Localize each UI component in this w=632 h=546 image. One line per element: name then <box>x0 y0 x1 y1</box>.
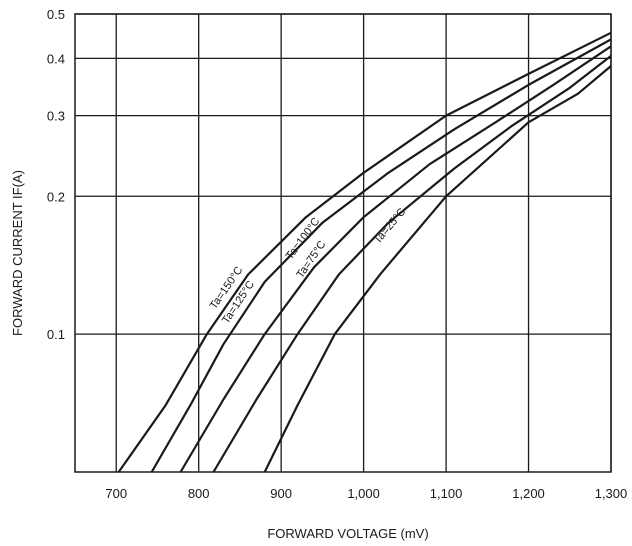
y-axis-title: FORWARD CURRENT IF(A) <box>10 170 25 336</box>
x-tick-label: 1,100 <box>430 486 463 501</box>
y-tick-label: 0.3 <box>47 109 65 124</box>
y-tick-label: 0.5 <box>47 7 65 22</box>
x-axis-title: FORWARD VOLTAGE (mV) <box>267 526 428 541</box>
series-line <box>179 45 612 473</box>
y-tick-label: 0.1 <box>47 327 65 342</box>
y-tick-label: 0.2 <box>47 189 65 204</box>
x-tick-label: 900 <box>270 486 292 501</box>
plot-frame <box>74 13 612 473</box>
x-tick-label: 1,200 <box>512 486 545 501</box>
x-tick-label: 800 <box>188 486 210 501</box>
x-tick-label: 1,300 <box>595 486 628 501</box>
series-label: Ta=25°C <box>372 206 409 246</box>
x-tick-label: 1,000 <box>347 486 380 501</box>
y-tick-label: 0.4 <box>47 51 65 66</box>
x-tick-label: 700 <box>105 486 127 501</box>
y-axis-ticks: 0.1 0.2 0.3 0.4 0.5 <box>47 7 65 342</box>
series-line <box>212 55 612 473</box>
series-curves <box>117 31 612 473</box>
series-labels: Ta=150°CTa=125°CTa=100°CTa=75°CTa=25°C <box>208 206 409 326</box>
series-line <box>150 38 612 473</box>
series-line <box>263 65 612 473</box>
series-line <box>117 31 612 473</box>
x-axis-ticks: 700 800 900 1,000 1,100 1,200 1,300 <box>105 486 627 501</box>
